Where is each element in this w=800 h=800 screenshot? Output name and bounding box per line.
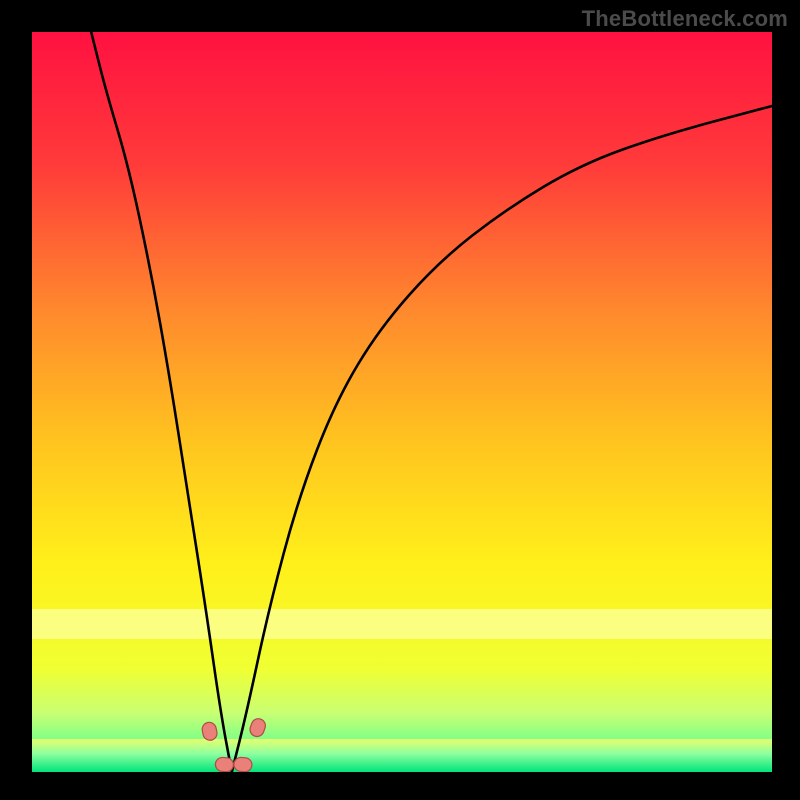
marker [248, 717, 267, 739]
marker-capsule [233, 757, 252, 772]
bottleneck-curve [91, 32, 772, 772]
marker-group [201, 717, 267, 772]
marker [201, 721, 218, 742]
marker-capsule [215, 757, 234, 772]
watermark-text: TheBottleneck.com [582, 6, 788, 32]
marker-capsule [248, 717, 267, 739]
chart-plot-area [32, 32, 772, 772]
marker [215, 757, 234, 772]
marker [233, 757, 252, 772]
chart-svg-overlay [32, 32, 772, 772]
marker-capsule [201, 721, 218, 742]
